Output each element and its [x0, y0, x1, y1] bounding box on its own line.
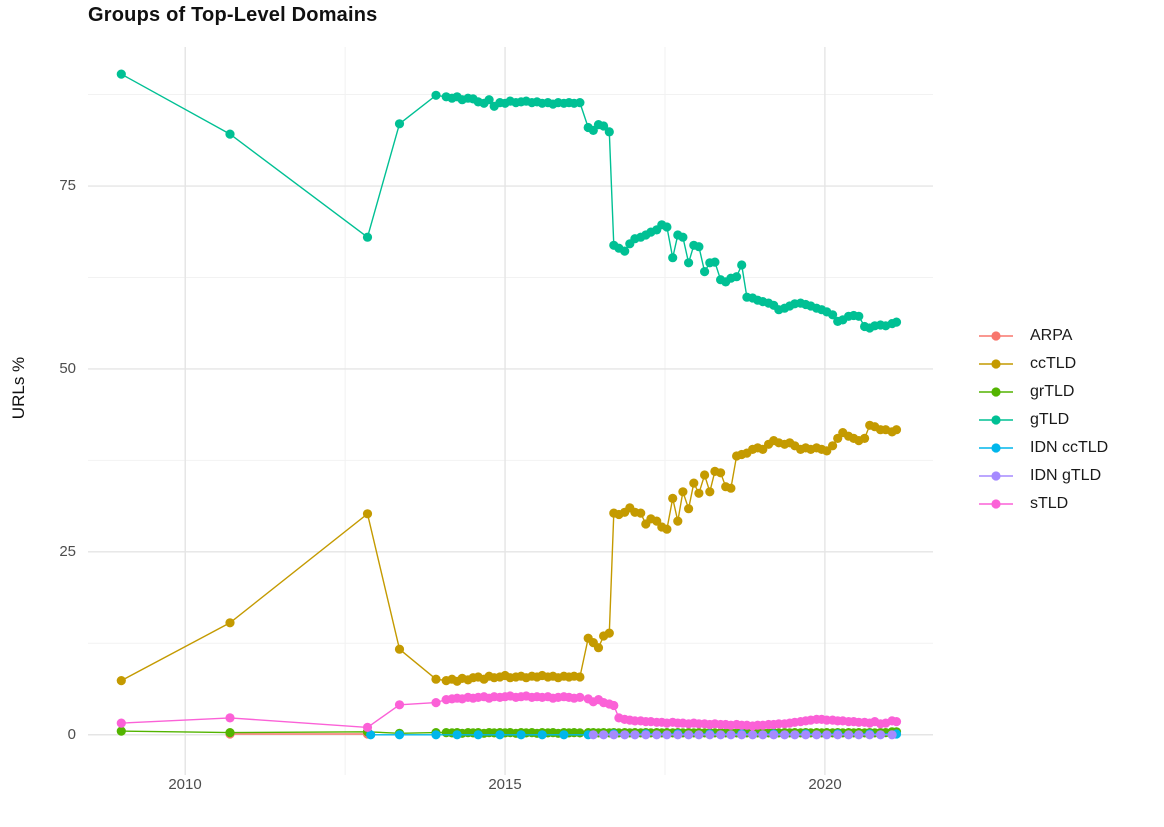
legend-label: gTLD [1030, 411, 1070, 428]
legend-item-cctld: ccTLD [978, 350, 1108, 378]
legend-label: IDN ccTLD [1030, 439, 1109, 456]
y-tick-label-25: 25 [59, 543, 76, 560]
legend-key-icon [979, 415, 1013, 425]
x-tick-label-2010: 2010 [168, 776, 202, 793]
legend-label: ARPA [1030, 327, 1073, 344]
x-tick-label-2015: 2015 [488, 776, 522, 793]
legend-item-idn-gtld: IDN gTLD [978, 462, 1108, 490]
chart-title: Groups of Top-Level Domains [88, 4, 378, 26]
legend-key-icon [979, 443, 1013, 453]
y-axis-title: URLs % [9, 356, 28, 420]
legend-item-arpa: ARPA [978, 322, 1108, 350]
y-tick-label-75: 75 [59, 177, 76, 194]
legend-label: IDN gTLD [1030, 467, 1102, 484]
y-tick-label-0: 0 [67, 726, 76, 743]
y-tick-label-50: 50 [59, 360, 76, 377]
legend-item-grtld: grTLD [978, 378, 1108, 406]
legend-item-idn-cctld: IDN ccTLD [978, 434, 1108, 462]
legend-key-icon [979, 331, 1013, 341]
legend-key-icon [979, 359, 1013, 369]
legend-label: sTLD [1030, 495, 1069, 512]
legend: ARPA ccTLD grTLD gTLD IDN ccTLD IDN gTLD… [978, 322, 1108, 518]
legend-label: grTLD [1030, 383, 1075, 400]
legend-item-gtld: gTLD [978, 406, 1108, 434]
legend-key-icon [979, 499, 1013, 509]
legend-key-icon [979, 471, 1013, 481]
legend-key-icon [979, 387, 1013, 397]
legend-item-stld: sTLD [978, 490, 1108, 518]
legend-label: ccTLD [1030, 355, 1077, 372]
x-tick-label-2020: 2020 [808, 776, 842, 793]
